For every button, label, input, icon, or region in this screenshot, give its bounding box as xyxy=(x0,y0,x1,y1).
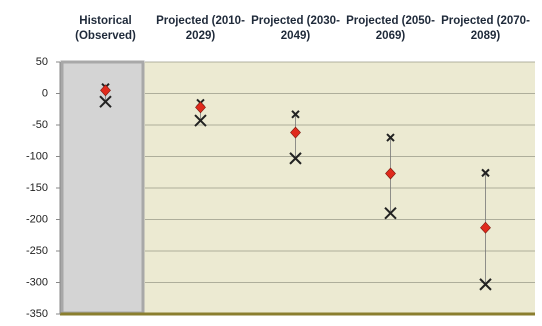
marker-diamond xyxy=(195,101,206,114)
y-tick-label: -100 xyxy=(26,150,48,162)
marker-x-small xyxy=(481,168,490,178)
marker-x-large xyxy=(289,152,302,165)
marker-diamond xyxy=(100,84,111,97)
y-tick-label: -50 xyxy=(32,119,48,131)
marker-x-large xyxy=(194,114,207,127)
y-tick-label: -350 xyxy=(26,308,48,320)
column-header: Projected (2010-2029) xyxy=(156,15,245,42)
marker-x-large xyxy=(479,278,492,291)
column-header: Projected (2070-2089) xyxy=(441,15,530,42)
marker-x-small xyxy=(291,110,300,119)
y-tick-label: -300 xyxy=(26,276,48,288)
column-header: Historical (Observed) xyxy=(75,15,136,42)
column-header: Projected (2050-2069) xyxy=(346,15,435,42)
marker-diamond xyxy=(480,221,491,234)
marker-x-small xyxy=(386,133,395,142)
marker-x-large xyxy=(384,206,397,220)
y-tick-label: -250 xyxy=(26,245,48,257)
marker-diamond xyxy=(385,167,396,180)
y-tick-label: 0 xyxy=(42,87,48,99)
y-tick-label: 50 xyxy=(36,56,48,68)
marker-diamond xyxy=(290,126,301,139)
y-tick-label: -200 xyxy=(26,213,48,225)
column-header: Projected (2030-2049) xyxy=(251,15,340,42)
y-tick-label: -150 xyxy=(26,182,48,194)
marker-x-large xyxy=(99,95,112,108)
